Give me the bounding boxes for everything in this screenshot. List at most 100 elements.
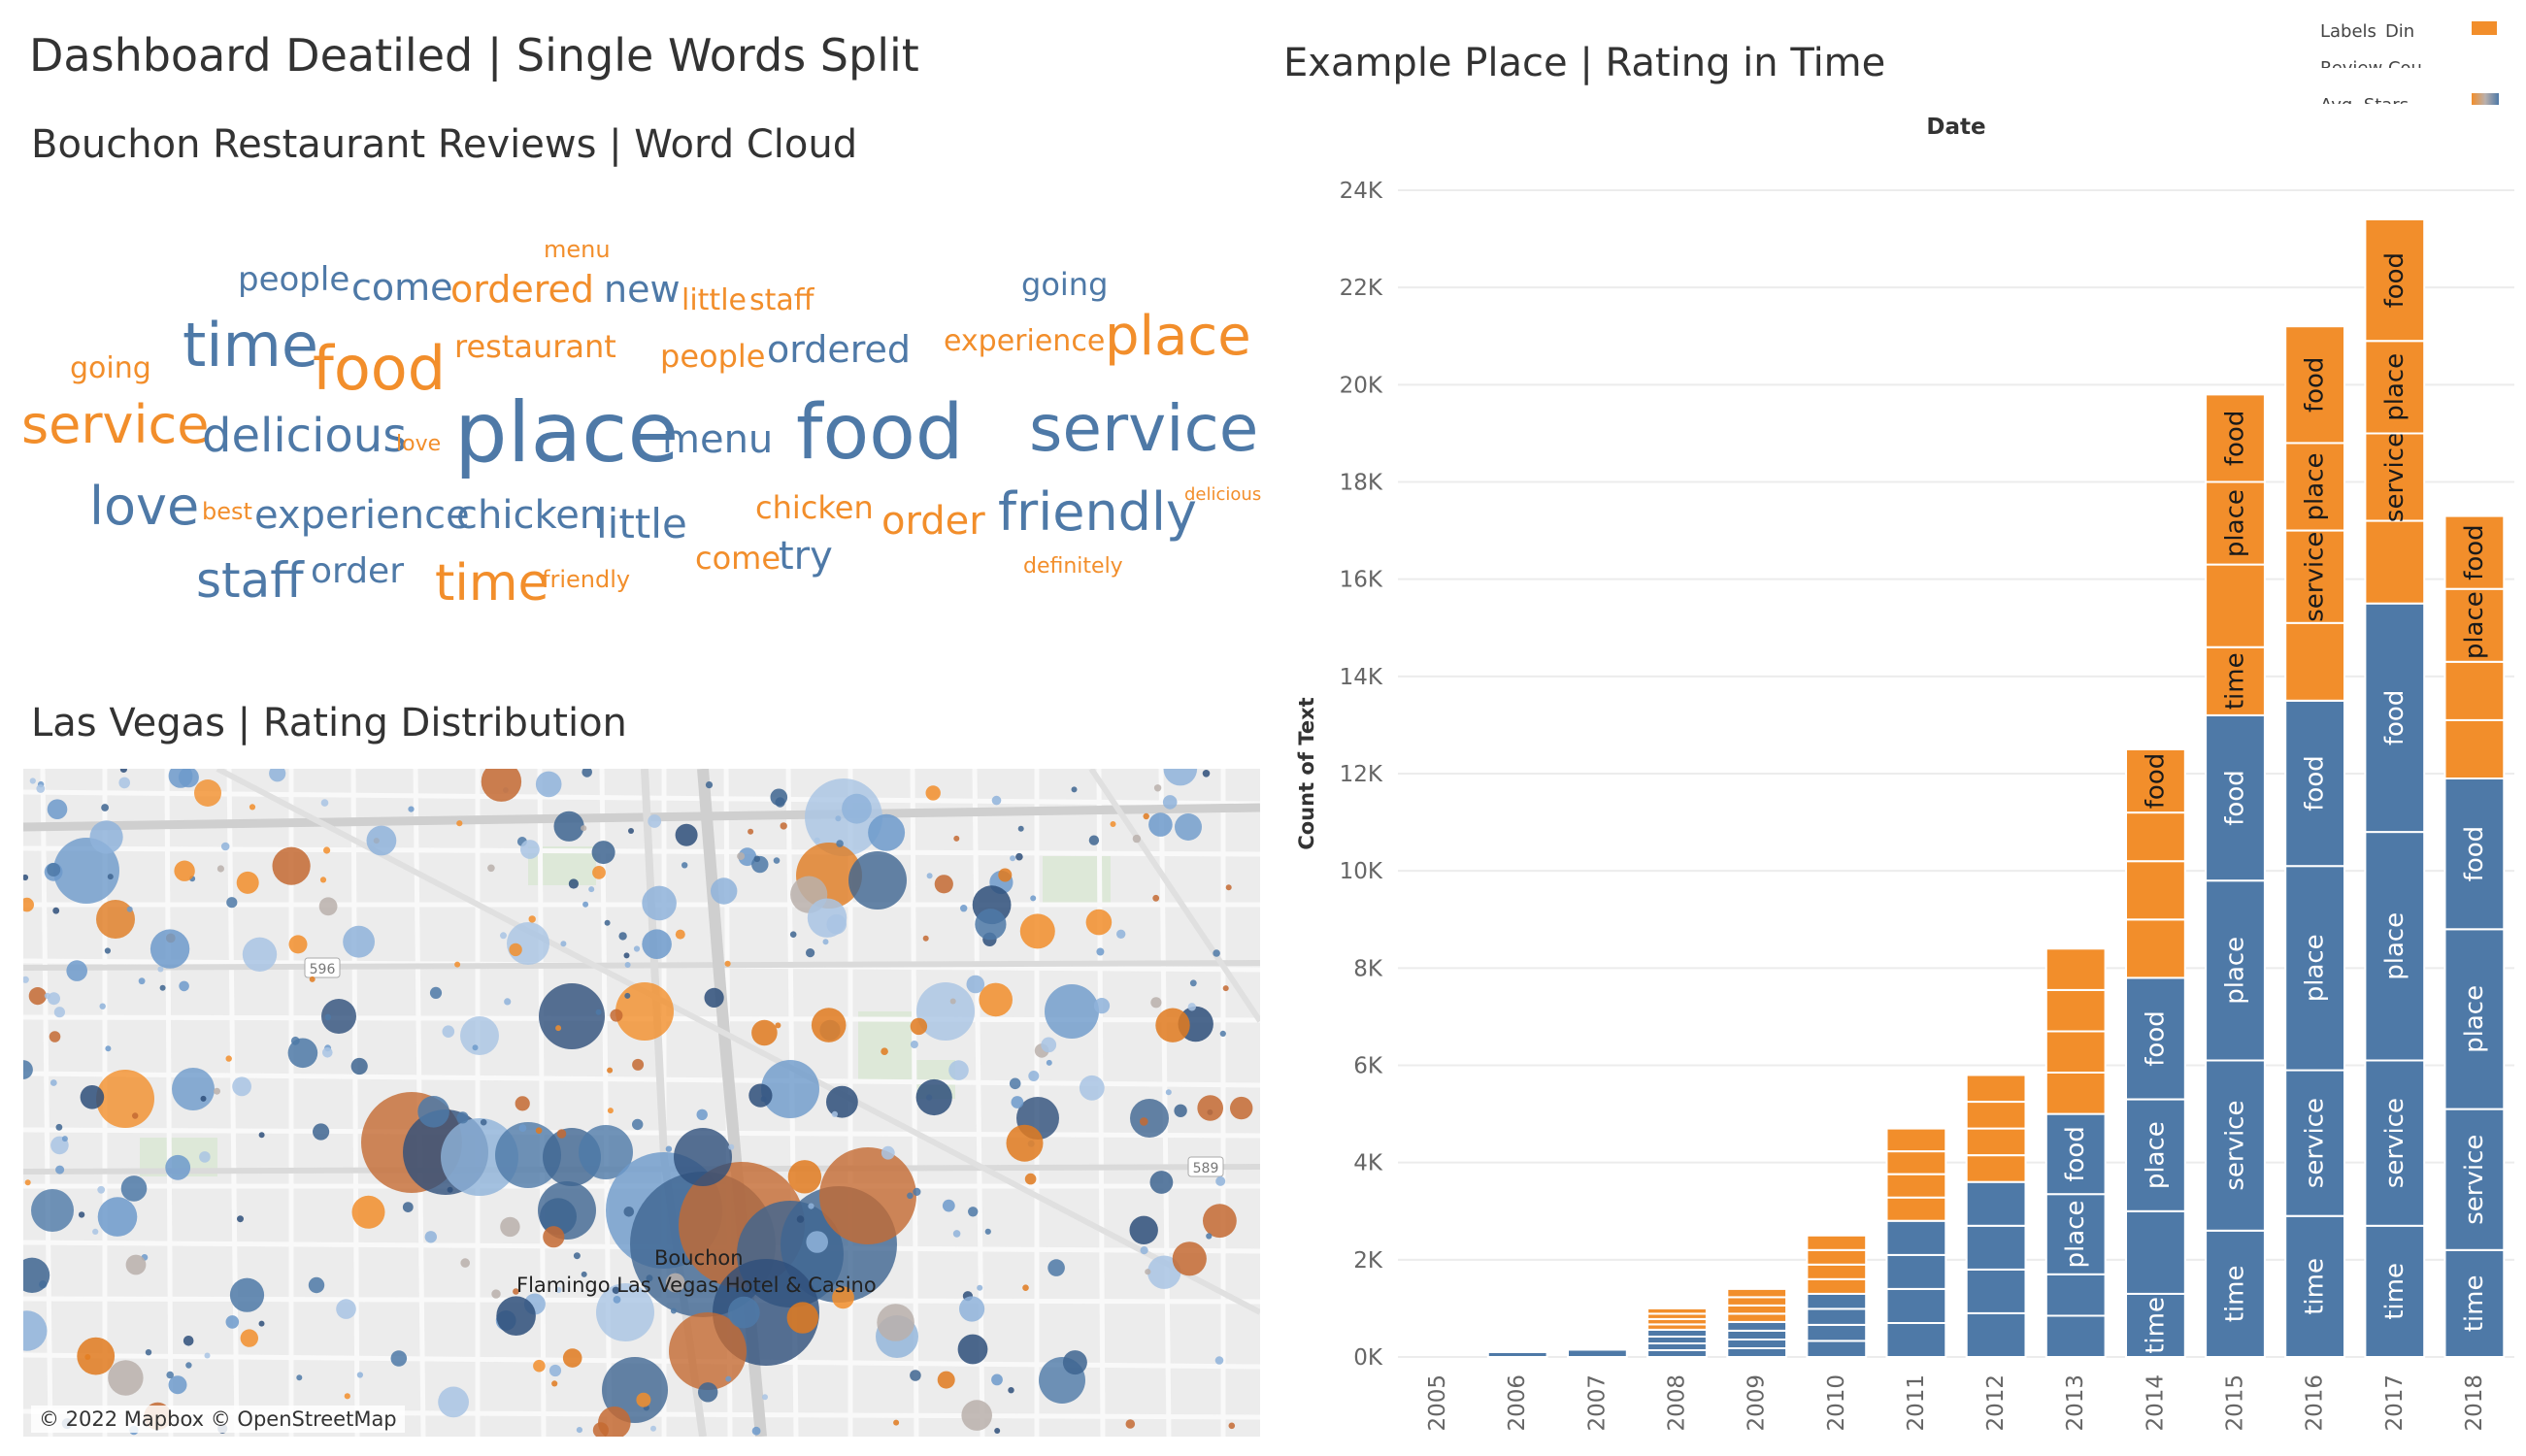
bar-segment-2018[interactable] (2443, 928, 2506, 1110)
bar-segment-2010[interactable] (1806, 1263, 1868, 1280)
map-marker[interactable] (344, 1393, 350, 1400)
map-marker[interactable] (528, 915, 536, 923)
bar-segment-2015[interactable] (2205, 645, 2266, 716)
map-marker[interactable] (1228, 1422, 1236, 1430)
map-marker[interactable] (272, 846, 311, 885)
map-marker[interactable] (623, 952, 630, 959)
bar-segment-2018[interactable] (2443, 660, 2506, 721)
map-marker[interactable] (618, 932, 627, 941)
map-marker[interactable] (417, 1096, 449, 1128)
bar-segment-2010[interactable] (1806, 1234, 1868, 1251)
map-marker[interactable] (500, 932, 507, 940)
map-marker[interactable] (24, 1179, 31, 1186)
map-marker[interactable] (290, 1036, 300, 1045)
map-marker[interactable] (602, 1357, 668, 1423)
map-marker[interactable] (55, 1165, 65, 1175)
map-marker[interactable] (1096, 947, 1105, 956)
map-marker[interactable] (704, 987, 724, 1008)
map-marker[interactable] (1143, 812, 1149, 820)
map-marker[interactable] (55, 1123, 63, 1131)
map-marker[interactable] (174, 860, 195, 881)
bar-segment-2015[interactable] (2205, 1059, 2266, 1232)
map-marker[interactable] (826, 1085, 858, 1118)
map-marker[interactable] (104, 947, 111, 954)
map-marker[interactable] (665, 1145, 673, 1152)
map-marker[interactable] (786, 1302, 818, 1334)
map-marker[interactable] (28, 987, 47, 1006)
map-marker[interactable] (1222, 985, 1229, 992)
map-marker[interactable] (36, 784, 46, 793)
map-marker[interactable] (80, 1085, 105, 1109)
map-marker[interactable] (1215, 1175, 1226, 1186)
bar-segment-2018[interactable] (2443, 587, 2506, 663)
map-marker[interactable] (1047, 1259, 1065, 1276)
bar-segment-2016[interactable] (2284, 1214, 2345, 1359)
map-marker[interactable] (509, 943, 522, 957)
map-marker[interactable] (185, 1362, 192, 1369)
map-marker[interactable] (1225, 884, 1232, 891)
bar-segment-2014[interactable] (2125, 918, 2186, 979)
bar-segment-2017[interactable] (2364, 432, 2426, 522)
map-marker[interactable] (460, 1258, 471, 1268)
map-marker[interactable] (961, 1400, 992, 1431)
map-marker[interactable] (775, 1022, 781, 1029)
map-marker[interactable] (642, 885, 677, 921)
bar-segment-2018[interactable] (2443, 1248, 2506, 1359)
map-canvas[interactable]: 596 589 (23, 769, 1260, 1437)
map-marker[interactable] (811, 1008, 847, 1042)
map-marker[interactable] (1162, 795, 1178, 810)
map-marker[interactable] (607, 1108, 614, 1114)
map-marker[interactable] (313, 1123, 330, 1141)
map-marker[interactable] (237, 1215, 244, 1223)
bar-segment-2017[interactable] (2364, 340, 2426, 435)
map-marker[interactable] (194, 779, 221, 807)
map-marker[interactable] (832, 1286, 854, 1309)
map-marker[interactable] (1132, 834, 1142, 844)
bar-segment-2016[interactable] (2284, 621, 2345, 702)
map-marker[interactable] (118, 777, 130, 789)
map-marker[interactable] (132, 1112, 139, 1119)
bar-segment-2012[interactable] (1965, 1180, 2027, 1227)
bar-segment-2018[interactable] (2443, 778, 2506, 931)
map-marker[interactable] (632, 1058, 645, 1071)
bar-segment-2011[interactable] (1885, 1219, 1947, 1256)
map-marker[interactable] (1088, 835, 1100, 845)
map-marker[interactable] (881, 1047, 888, 1055)
bar-segment-2010[interactable] (1806, 1248, 1868, 1266)
map-marker[interactable] (454, 961, 461, 968)
map-marker[interactable] (675, 823, 698, 846)
map-marker[interactable] (49, 1031, 61, 1042)
map-marker[interactable] (1214, 1356, 1224, 1365)
map-marker[interactable] (913, 1187, 921, 1196)
map-marker[interactable] (1206, 1233, 1213, 1240)
bar-segment-2013[interactable] (2044, 1273, 2107, 1317)
map-marker[interactable] (108, 1360, 144, 1396)
map-marker[interactable] (165, 1154, 191, 1180)
map-marker[interactable] (773, 857, 781, 864)
map-marker[interactable] (568, 878, 580, 889)
map-marker[interactable] (922, 935, 929, 942)
map-marker[interactable] (320, 799, 329, 807)
map-marker[interactable] (650, 1425, 656, 1432)
map-marker[interactable] (835, 815, 842, 822)
map-marker[interactable] (948, 1060, 969, 1080)
map-marker[interactable] (555, 1286, 562, 1293)
map-marker[interactable] (1079, 1075, 1105, 1101)
map-marker[interactable] (1017, 825, 1024, 832)
map-marker[interactable] (696, 1109, 708, 1120)
map-marker[interactable] (1041, 1037, 1057, 1053)
map-marker[interactable] (232, 1076, 251, 1097)
bar-segment-2007[interactable] (1567, 1348, 1628, 1358)
map-marker[interactable] (179, 980, 189, 992)
map-marker[interactable] (604, 919, 611, 926)
map-marker[interactable] (633, 945, 641, 952)
map-marker[interactable] (1148, 812, 1173, 837)
bar-segment-2017[interactable] (2364, 218, 2426, 343)
map-marker[interactable] (1009, 1077, 1021, 1090)
map-marker[interactable] (907, 1192, 914, 1200)
map-marker[interactable] (737, 852, 746, 861)
map-marker[interactable] (296, 1374, 303, 1381)
map-marker[interactable] (1062, 1350, 1087, 1375)
map-marker[interactable] (1125, 1419, 1136, 1429)
map-marker[interactable] (491, 1289, 501, 1299)
